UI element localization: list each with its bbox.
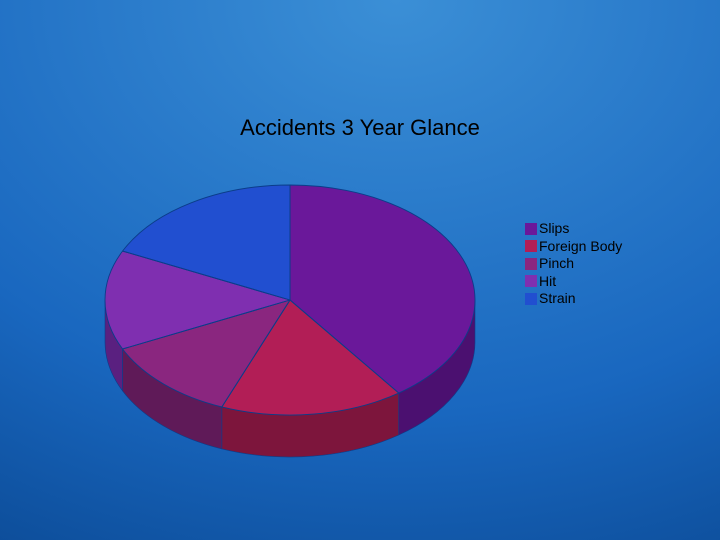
legend-swatch — [525, 293, 537, 305]
legend-swatch — [525, 275, 537, 287]
pie-chart — [100, 160, 480, 460]
legend-label: Pinch — [539, 255, 574, 273]
legend-item: Strain — [525, 290, 622, 308]
legend-label: Hit — [539, 273, 556, 291]
legend-item: Foreign Body — [525, 238, 622, 256]
slide: Accidents 3 Year Glance SlipsForeign Bod… — [0, 0, 720, 540]
chart-title: Accidents 3 Year Glance — [0, 115, 720, 141]
legend-label: Foreign Body — [539, 238, 622, 256]
legend-label: Slips — [539, 220, 569, 238]
legend-swatch — [525, 240, 537, 252]
legend-swatch — [525, 223, 537, 235]
legend: SlipsForeign BodyPinchHitStrain — [525, 220, 622, 308]
legend-item: Pinch — [525, 255, 622, 273]
legend-item: Slips — [525, 220, 622, 238]
legend-label: Strain — [539, 290, 576, 308]
legend-swatch — [525, 258, 537, 270]
legend-item: Hit — [525, 273, 622, 291]
